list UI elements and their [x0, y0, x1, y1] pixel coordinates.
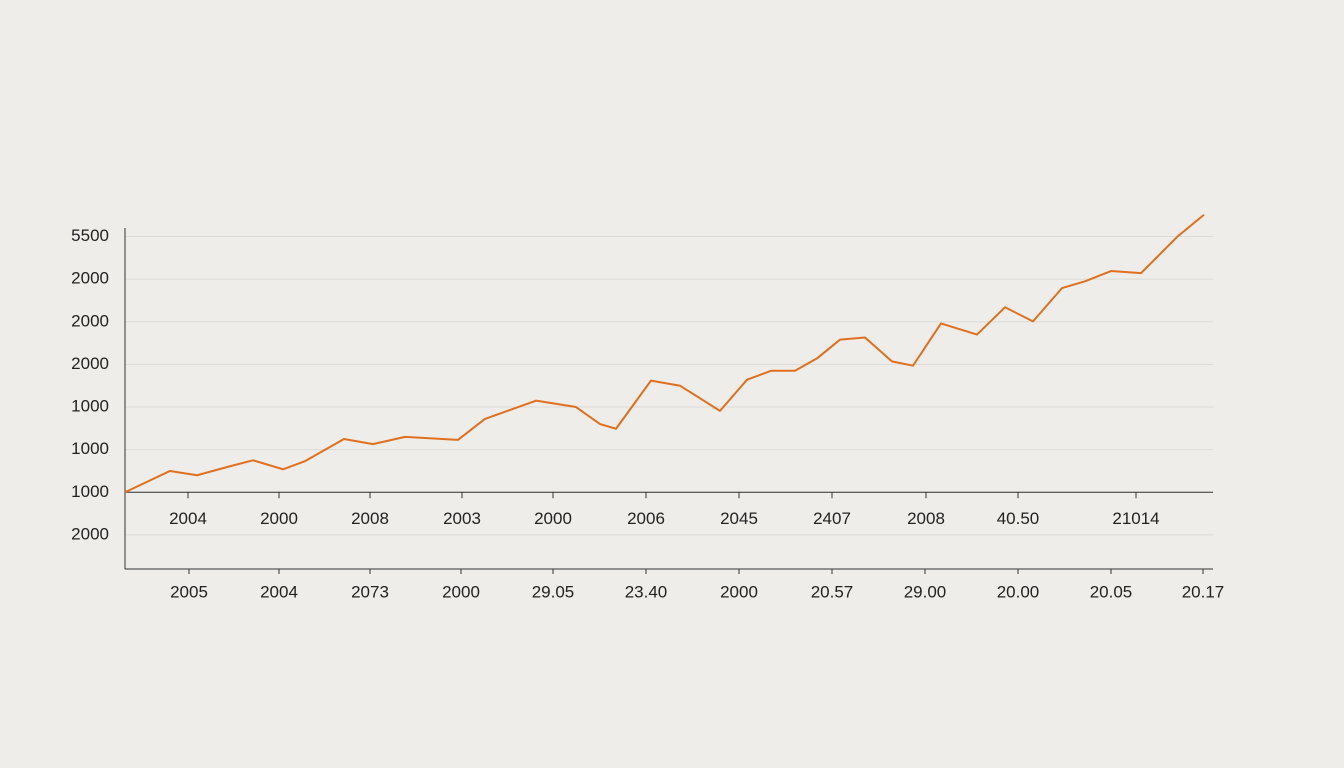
data-line: [124, 214, 1205, 494]
x2-tick-label: 20.57: [811, 582, 854, 601]
y-tick-label: 2000: [71, 354, 109, 373]
y-tick-label: 2000: [71, 311, 109, 330]
x-tick-label: 2003: [443, 509, 481, 528]
x-tick-label: 2008: [351, 509, 389, 528]
x-tick-label: 2008: [907, 509, 945, 528]
x-tick-label: 2000: [260, 509, 298, 528]
x2-tick-label: 2000: [442, 582, 480, 601]
x2-tick-label: 23.40: [625, 582, 668, 601]
y-tick-label: 1000: [71, 439, 109, 458]
x2-tick-label: 29.00: [904, 582, 947, 601]
y-tick-label: 1000: [71, 397, 109, 416]
x2-tick-label: 2073: [351, 582, 389, 601]
x-tick-label: 2006: [627, 509, 665, 528]
x-tick-label: 2004: [169, 509, 207, 528]
x-tick-label: 21014: [1112, 509, 1159, 528]
x2-tick-label: 20.17: [1182, 582, 1225, 601]
x2-tick-label: 20.00: [997, 582, 1040, 601]
x2-tick-label: 2000: [720, 582, 758, 601]
x2-tick-label: 29.05: [532, 582, 575, 601]
x-tick-label: 2407: [813, 509, 851, 528]
x-tick-label: 2000: [534, 509, 572, 528]
x-tick-label: 2045: [720, 509, 758, 528]
x-tick-label: 40.50: [997, 509, 1040, 528]
y-tick-label: 2000: [71, 269, 109, 288]
x2-tick-label: 2005: [170, 582, 208, 601]
x2-tick-label: 20.05: [1090, 582, 1133, 601]
y-tick-label: 2000: [71, 524, 109, 543]
y-tick-label: 5500: [71, 226, 109, 245]
x2-tick-label: 2004: [260, 582, 298, 601]
y-tick-label: 1000: [71, 482, 109, 501]
